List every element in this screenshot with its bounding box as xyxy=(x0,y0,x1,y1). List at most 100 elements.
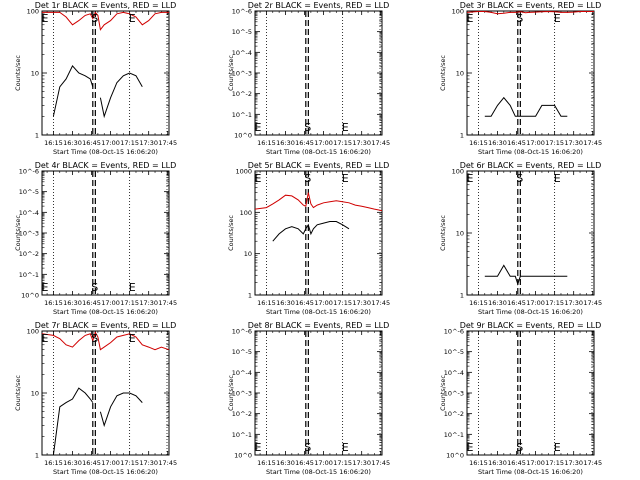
y-tick-label: 10^-2 xyxy=(19,250,39,258)
x-tick-label: 16:15 xyxy=(44,299,63,307)
y-tick-label: 10^-6 xyxy=(232,328,252,336)
y-axis-label: Counts/sec xyxy=(439,55,447,91)
y-tick-label: 1 xyxy=(248,292,252,300)
lld-series-line xyxy=(42,11,169,31)
y-tick-label: 10^-4 xyxy=(19,209,39,217)
y-axis-label: Counts/sec xyxy=(439,375,447,411)
plot-frame xyxy=(254,170,383,296)
end-marker-label: E xyxy=(129,332,136,345)
end-marker-label: E xyxy=(554,441,561,454)
y-tick-label: 1 xyxy=(35,132,39,140)
y-tick-label: 10^-3 xyxy=(232,390,252,398)
x-tick-label: 17:30 xyxy=(352,299,371,307)
end-marker-label-left: E xyxy=(255,441,262,454)
x-tick-label: 17:45 xyxy=(158,459,177,467)
panel-det-5: Det 5r BLACK = Events, RED = LLD 1 10 100 10… xyxy=(227,161,390,316)
panel-title: Det 7r BLACK = Events, RED = LLD xyxy=(35,321,177,330)
x-tick-label: 17:00 xyxy=(526,299,545,307)
y-tick-label: 1 xyxy=(460,132,464,140)
x-axis-label: Start Time (08-Oct-15 16:06:20) xyxy=(53,308,158,316)
x-axis-label: Start Time (08-Oct-15 16:06:20) xyxy=(478,468,583,476)
events-series-line xyxy=(52,387,143,456)
x-tick-label: 17:45 xyxy=(371,299,390,307)
start-marker-label: S xyxy=(91,332,98,345)
x-tick-label: 17:30 xyxy=(564,299,583,307)
panel-det-1: Det 1r BLACK = Events, RED = LLD 1 10 100 Co… xyxy=(14,1,177,156)
x-tick-label: 17:45 xyxy=(583,139,602,147)
x-tick-label: 17:00 xyxy=(314,139,333,147)
x-tick-label: 17:15 xyxy=(545,139,564,147)
y-tick-label: 10^-1 xyxy=(232,431,252,439)
x-tick-label: 16:30 xyxy=(276,459,295,467)
x-tick-label: 17:30 xyxy=(352,139,371,147)
panel-title: Det 4r BLACK = Events, RED = LLD xyxy=(35,161,177,170)
x-tick-label: 16:45 xyxy=(82,459,101,467)
panel-title: Det 1r BLACK = Events, RED = LLD xyxy=(35,1,177,10)
y-axis-label: Counts/sec xyxy=(227,375,235,411)
panel-title: Det 9r BLACK = Events, RED = LLD xyxy=(460,321,602,330)
y-tick-label: 10^0 xyxy=(234,132,252,140)
y-tick-label: 10^0 xyxy=(446,452,464,460)
start-marker-label: S xyxy=(91,12,98,25)
x-tick-label: 16:30 xyxy=(488,459,507,467)
end-marker-label-left: E xyxy=(42,281,49,294)
y-tick-label: 10^-3 xyxy=(19,230,39,238)
y-axis-label: Counts/sec xyxy=(439,215,447,251)
start-marker-label: S xyxy=(516,172,523,185)
x-tick-label: 16:15 xyxy=(469,459,488,467)
x-tick-label: 16:45 xyxy=(507,459,526,467)
x-tick-label: 17:00 xyxy=(101,139,120,147)
y-tick-label: 10^-5 xyxy=(232,348,252,356)
y-tick-label: 10^-1 xyxy=(19,271,39,279)
start-marker-label: S xyxy=(304,441,311,454)
x-tick-label: 17:15 xyxy=(545,299,564,307)
y-tick-label: 100 xyxy=(27,8,39,16)
x-axis-label: Start Time (08-Oct-15 16:06:20) xyxy=(53,468,158,476)
end-marker-label: E xyxy=(554,172,561,185)
x-tick-label: 16:15 xyxy=(257,459,276,467)
x-tick-label: 17:00 xyxy=(101,459,120,467)
start-marker-label: S xyxy=(304,121,311,134)
x-tick-label: 16:30 xyxy=(488,299,507,307)
x-axis-label: Start Time (08-Oct-15 16:06:20) xyxy=(266,468,371,476)
x-tick-label: 16:45 xyxy=(295,299,314,307)
end-marker-label: E xyxy=(129,281,136,294)
x-tick-label: 16:30 xyxy=(488,139,507,147)
x-tick-label: 17:30 xyxy=(139,139,158,147)
x-axis-label: Start Time (08-Oct-15 16:06:20) xyxy=(266,308,371,316)
x-tick-label: 17:15 xyxy=(333,459,352,467)
start-marker-label: S xyxy=(91,281,98,294)
y-tick-label: 10^-3 xyxy=(444,390,464,398)
x-tick-label: 17:15 xyxy=(333,299,352,307)
x-tick-label: 17:45 xyxy=(371,459,390,467)
y-tick-label: 100 xyxy=(240,209,252,217)
end-marker-label-left: E xyxy=(467,172,474,185)
x-tick-label: 17:00 xyxy=(314,459,333,467)
plot-frame xyxy=(41,170,170,296)
x-tick-label: 16:45 xyxy=(82,139,101,147)
y-tick-label: 10^-2 xyxy=(444,410,464,418)
x-tick-label: 16:15 xyxy=(257,139,276,147)
y-tick-label: 10^0 xyxy=(21,292,39,300)
start-marker-label: S xyxy=(304,172,311,185)
x-tick-label: 16:45 xyxy=(82,299,101,307)
y-axis-label: Counts/sec xyxy=(14,215,22,251)
x-axis-label: Start Time (08-Oct-15 16:06:20) xyxy=(478,308,583,316)
y-tick-label: 10 xyxy=(244,250,252,258)
end-marker-label: E xyxy=(554,12,561,25)
y-axis-label: Counts/sec xyxy=(14,55,22,91)
x-tick-label: 16:45 xyxy=(295,459,314,467)
x-axis-label: Start Time (08-Oct-15 16:06:20) xyxy=(266,148,371,156)
panel-det-9: Det 9r BLACK = Events, RED = LLD 10^0 10^-… xyxy=(439,321,602,476)
y-tick-label: 10^-1 xyxy=(444,431,464,439)
y-tick-label: 10^-6 xyxy=(19,168,39,176)
y-tick-label: 1 xyxy=(460,292,464,300)
end-marker-label-left: E xyxy=(467,12,474,25)
x-tick-label: 17:45 xyxy=(371,139,390,147)
x-tick-label: 16:15 xyxy=(469,299,488,307)
x-tick-label: 17:00 xyxy=(526,459,545,467)
x-tick-label: 16:15 xyxy=(257,299,276,307)
panel-det-8: Det 8r BLACK = Events, RED = LLD 10^0 10^-… xyxy=(227,321,390,476)
end-marker-label-left: E xyxy=(42,12,49,25)
events-series-line xyxy=(484,96,568,117)
